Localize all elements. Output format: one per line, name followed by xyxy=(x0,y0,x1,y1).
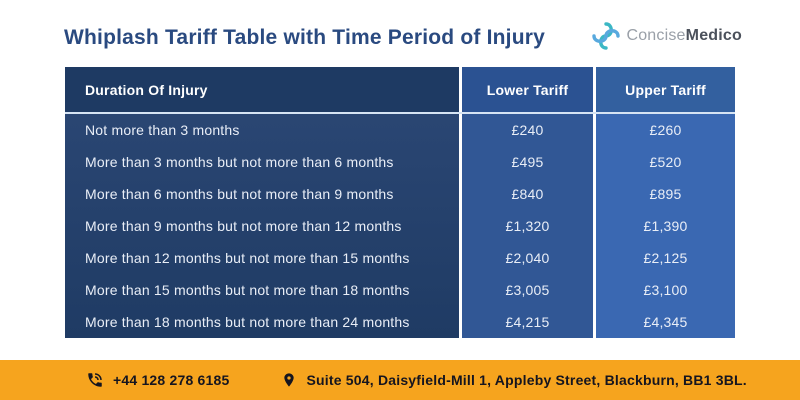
duration-column: Duration Of Injury Not more than 3 month… xyxy=(65,67,459,338)
upper-cell: £1,390 xyxy=(643,218,688,234)
duration-cell: More than 9 months but not more than 12 … xyxy=(85,218,402,234)
lower-cell: £840 xyxy=(511,186,544,202)
lower-cell: £1,320 xyxy=(505,218,550,234)
lower-column-body: £240 £495 £840 £1,320 £2,040 £3,005 £4,215 xyxy=(462,114,593,338)
duration-column-body: Not more than 3 months More than 3 months… xyxy=(65,114,459,338)
upper-cell: £3,100 xyxy=(643,282,688,298)
upper-cell: £895 xyxy=(649,186,682,202)
contact-footer: +44 128 278 6185 Suite 504, Daisyfield-M… xyxy=(0,360,800,400)
phone-number: +44 128 278 6185 xyxy=(113,372,230,388)
lower-cell: £495 xyxy=(511,154,544,170)
phone-contact: +44 128 278 6185 xyxy=(86,371,229,389)
upper-tariff-column-header: Upper Tariff xyxy=(596,67,735,112)
address-text: Suite 504, Daisyfield-Mill 1, Appleby St… xyxy=(306,372,747,388)
page-title: Whiplash Tariff Table with Time Period o… xyxy=(64,26,545,49)
upper-column-body: £260 £520 £895 £1,390 £2,125 £3,100 £4,345 xyxy=(596,114,735,338)
duration-cell: More than 6 months but not more than 9 m… xyxy=(85,186,394,202)
logo-text: ConciseMedico xyxy=(626,27,742,45)
lower-cell: £2,040 xyxy=(505,250,550,266)
lower-tariff-column-header: Lower Tariff xyxy=(462,67,593,112)
lower-tariff-column: Lower Tariff £240 £495 £840 £1,320 £2,040 £3,… xyxy=(462,67,593,338)
concisemedico-logo: ConciseMedico xyxy=(591,21,742,51)
upper-cell: £4,345 xyxy=(643,314,688,330)
lower-cell: £240 xyxy=(511,122,544,138)
logo-text-medico: Medico xyxy=(685,27,742,44)
location-pin-icon xyxy=(281,371,297,389)
address-contact: Suite 504, Daisyfield-Mill 1, Appleby St… xyxy=(281,371,747,389)
phone-icon xyxy=(86,371,104,389)
duration-cell: More than 3 months but not more than 6 m… xyxy=(85,154,394,170)
concisemedico-clover-icon xyxy=(591,21,621,51)
lower-cell: £3,005 xyxy=(505,282,550,298)
duration-cell: More than 12 months but not more than 15… xyxy=(85,250,410,266)
upper-tariff-column: Upper Tariff £260 £520 £895 £1,390 £2,125 £3,… xyxy=(596,67,735,338)
lower-cell: £4,215 xyxy=(505,314,550,330)
tariff-table: Duration Of Injury Not more than 3 month… xyxy=(65,67,735,338)
duration-column-header: Duration Of Injury xyxy=(65,67,459,112)
upper-cell: £260 xyxy=(649,122,682,138)
duration-cell: More than 15 months but not more than 18… xyxy=(85,282,410,298)
logo-text-concise: Concise xyxy=(626,27,686,44)
duration-cell: Not more than 3 months xyxy=(85,122,240,138)
upper-cell: £520 xyxy=(649,154,682,170)
duration-cell: More than 18 months but not more than 24… xyxy=(85,314,410,330)
upper-cell: £2,125 xyxy=(643,250,688,266)
